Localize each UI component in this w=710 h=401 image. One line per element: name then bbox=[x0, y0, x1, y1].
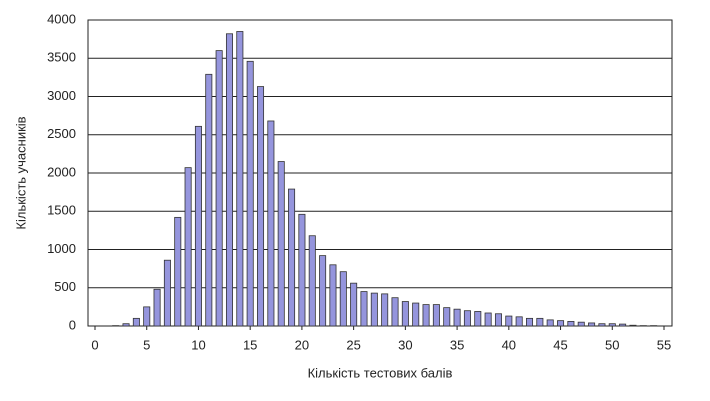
x-tick-label: 15 bbox=[243, 337, 257, 352]
bar bbox=[329, 264, 337, 327]
bar bbox=[163, 259, 171, 327]
bar bbox=[122, 323, 130, 327]
y-tick-label: 0 bbox=[69, 317, 76, 332]
bar bbox=[246, 60, 254, 327]
y-tick-label: 2000 bbox=[47, 164, 76, 179]
x-tick-label: 50 bbox=[605, 337, 619, 352]
y-tick-label: 1000 bbox=[47, 241, 76, 256]
bar bbox=[215, 50, 223, 327]
bar bbox=[298, 213, 306, 327]
x-axis-title: Кількість тестових балів bbox=[308, 365, 453, 380]
bar bbox=[598, 323, 606, 327]
x-tick-label: 45 bbox=[553, 337, 567, 352]
bar bbox=[484, 312, 492, 327]
bar bbox=[608, 323, 616, 327]
bar bbox=[370, 292, 378, 327]
x-tick-label: 55 bbox=[657, 337, 671, 352]
x-tick-label: 30 bbox=[398, 337, 412, 352]
bar bbox=[443, 307, 451, 327]
y-tick-label: 3000 bbox=[47, 88, 76, 103]
y-tick-label: 4000 bbox=[47, 11, 76, 26]
bar bbox=[225, 33, 233, 327]
bar bbox=[546, 319, 554, 327]
y-tick-label: 500 bbox=[54, 279, 76, 294]
x-tick-label: 40 bbox=[502, 337, 516, 352]
bar bbox=[339, 271, 347, 327]
bar bbox=[536, 317, 544, 327]
bar bbox=[308, 235, 316, 327]
y-axis-title: Кількість учасників bbox=[13, 116, 28, 229]
bar bbox=[267, 120, 275, 327]
bar bbox=[360, 291, 368, 327]
x-tick-label: 0 bbox=[91, 337, 98, 352]
bar bbox=[453, 308, 461, 327]
x-tick-label: 35 bbox=[450, 337, 464, 352]
bar bbox=[474, 311, 482, 327]
bar bbox=[629, 324, 637, 327]
bar bbox=[184, 167, 192, 327]
bar bbox=[588, 322, 596, 327]
y-tick-label: 3500 bbox=[47, 50, 76, 65]
bar bbox=[401, 301, 409, 327]
bar bbox=[174, 216, 182, 327]
bar bbox=[515, 316, 523, 327]
bar bbox=[350, 282, 358, 327]
bar bbox=[153, 288, 161, 327]
bar bbox=[381, 293, 389, 327]
bar bbox=[236, 31, 244, 327]
y-tick-label: 1500 bbox=[47, 203, 76, 218]
bar bbox=[567, 321, 575, 327]
bar bbox=[577, 321, 585, 327]
bar bbox=[432, 304, 440, 327]
bar bbox=[412, 302, 420, 327]
bar bbox=[277, 161, 285, 327]
bar bbox=[494, 313, 502, 327]
bar bbox=[194, 125, 202, 327]
x-tick-label: 20 bbox=[295, 337, 309, 352]
bar bbox=[257, 86, 265, 327]
bar bbox=[205, 73, 213, 327]
x-tick-label: 5 bbox=[143, 337, 150, 352]
bar bbox=[288, 188, 296, 327]
bar bbox=[463, 310, 471, 327]
x-tick-label: 10 bbox=[191, 337, 205, 352]
bar bbox=[143, 306, 151, 327]
bar bbox=[132, 317, 140, 327]
bar bbox=[391, 297, 399, 327]
y-tick-label: 2500 bbox=[47, 126, 76, 141]
bar bbox=[619, 323, 627, 327]
bar bbox=[526, 317, 534, 327]
x-tick-label: 25 bbox=[346, 337, 360, 352]
bar bbox=[319, 255, 327, 327]
bar bbox=[505, 315, 513, 327]
bar bbox=[422, 304, 430, 327]
bar bbox=[557, 320, 565, 327]
